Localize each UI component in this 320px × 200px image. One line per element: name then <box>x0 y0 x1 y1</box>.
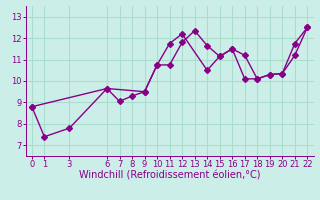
X-axis label: Windchill (Refroidissement éolien,°C): Windchill (Refroidissement éolien,°C) <box>79 171 260 181</box>
